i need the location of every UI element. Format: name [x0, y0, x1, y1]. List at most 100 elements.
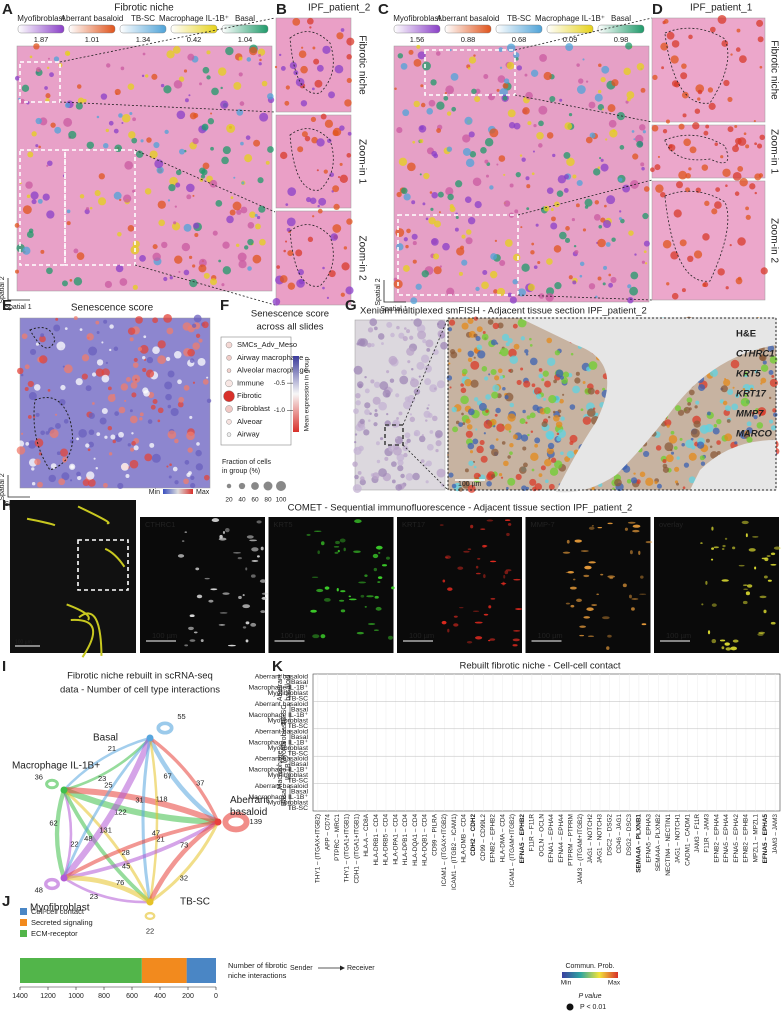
size-label: 60 [251, 497, 259, 504]
signal [251, 547, 259, 552]
row-label: TB-SC [288, 695, 308, 702]
tissue-spot [546, 447, 554, 455]
tissue-spot [386, 413, 389, 416]
tissue-spot [681, 288, 686, 293]
tissue-spot [605, 138, 608, 141]
signal [713, 546, 719, 549]
tissue-spot [151, 73, 158, 80]
tissue-spot [496, 423, 505, 432]
tissue-spot [625, 42, 633, 50]
tissue-spot [520, 367, 524, 371]
tissue-spot [289, 61, 297, 70]
tissue-spot [152, 346, 160, 355]
tissue-spot [39, 335, 46, 343]
tissue-spot [310, 116, 317, 123]
signal [569, 586, 577, 590]
tissue-spot [757, 36, 764, 43]
tissue-spot [192, 194, 195, 197]
tissue-spot [548, 457, 551, 460]
tissue-spot [688, 389, 695, 396]
tissue-spot [539, 54, 547, 62]
tissue-spot [550, 207, 554, 212]
tissue-spot [544, 380, 552, 388]
signal [597, 527, 603, 529]
tissue-spot [129, 459, 139, 469]
signal [320, 541, 325, 546]
row-label: Basal [291, 734, 308, 741]
tissue-spot [284, 100, 290, 106]
column-label: EFNA5 – EPHA5 [762, 814, 769, 864]
zoom-connector [59, 17, 276, 63]
tissue-spot [398, 332, 405, 339]
signal [184, 644, 189, 647]
tissue-spot [178, 396, 185, 403]
tissue-spot [582, 416, 592, 425]
tissue-spot [473, 465, 477, 469]
tissue-spot [304, 135, 311, 142]
signal [313, 530, 322, 532]
tissue-spot [14, 223, 20, 228]
signal [256, 520, 262, 524]
tissue-spot [312, 46, 316, 50]
signal [219, 534, 223, 539]
tissue-spot [81, 373, 88, 380]
tissue-spot [146, 137, 152, 143]
tissue-spot [529, 412, 536, 419]
tissue-spot [687, 255, 694, 263]
tissue-spot [397, 53, 404, 59]
tissue-spot [751, 411, 755, 415]
tissue-spot [665, 454, 674, 463]
tissue-spot [497, 368, 503, 374]
tissue-spot [95, 466, 99, 470]
size-label: 100 [276, 497, 287, 504]
tissue-spot [582, 58, 585, 61]
tissue-spot [109, 324, 114, 329]
tissue-spot [655, 184, 664, 193]
tissue-spot [424, 364, 432, 373]
tissue-spot [681, 443, 685, 447]
tissue-spot [662, 129, 668, 134]
tissue-spot [358, 383, 363, 389]
tissue-spot [21, 333, 28, 340]
tissue-spot [735, 47, 741, 52]
tissue-spot [504, 423, 512, 431]
tissue-spot [444, 91, 447, 95]
tissue-spot [309, 197, 317, 205]
tissue-stroke [70, 618, 95, 658]
tissue-spot [705, 124, 710, 129]
tissue-spot [437, 322, 440, 326]
tissue-spot [169, 463, 172, 467]
tissue-spot [767, 345, 775, 352]
signal [218, 624, 226, 626]
tissue-spot [496, 163, 499, 166]
tissue-spot [406, 228, 411, 234]
signal [366, 595, 374, 598]
tissue-spot [421, 434, 424, 437]
signal [453, 623, 459, 627]
tissue-spot [545, 479, 549, 484]
tissue-spot [413, 432, 418, 437]
tissue-spot [504, 395, 509, 400]
panel-letter: A [2, 1, 13, 18]
tissue-spot [628, 230, 634, 236]
tissue-spot [369, 318, 378, 326]
signal [631, 607, 635, 611]
tissue-spot [76, 84, 82, 89]
row-label: Myofibroblast [268, 745, 309, 752]
tissue-spot [427, 412, 433, 419]
tissue-spot [565, 226, 570, 231]
tissue-spot [753, 415, 758, 420]
channel-label: CTHRC1 [736, 349, 775, 360]
tissue-spot [91, 372, 97, 377]
axis-label: Spatial 2 [375, 278, 382, 305]
tissue-spot [643, 250, 647, 254]
tissue-spot [736, 28, 741, 33]
tissue-spot [458, 487, 464, 492]
column-label: CD99 – CD99L2 [480, 814, 487, 861]
tissue-spot [64, 327, 68, 331]
column-label: MPZL1 – MPZL1 [752, 814, 759, 863]
tissue-spot [709, 26, 716, 33]
signal [367, 622, 376, 625]
tissue-spot [245, 135, 251, 140]
signal [711, 638, 717, 644]
